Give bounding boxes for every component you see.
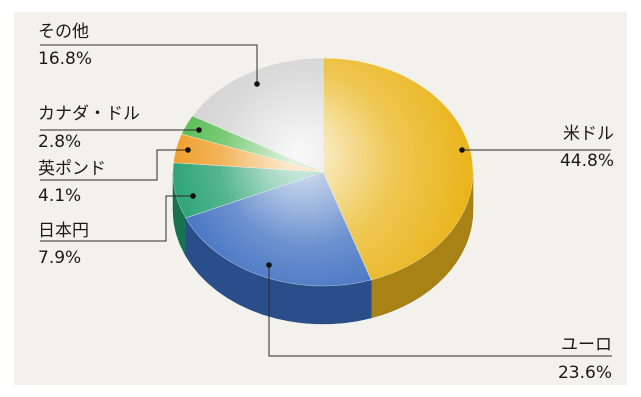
leader-dot-4 bbox=[196, 127, 202, 133]
slice-label-4: カナダ・ドル bbox=[38, 104, 140, 124]
slice-5 bbox=[192, 57, 324, 173]
slice-value-2: 7.9% bbox=[38, 248, 81, 268]
slice-value-0: 44.8% bbox=[560, 151, 614, 171]
leader-line-2 bbox=[40, 195, 193, 242]
slice-label-0: 米ドル bbox=[563, 124, 614, 144]
slice-label-5: その他 bbox=[38, 22, 89, 42]
slice-value-4: 2.8% bbox=[38, 132, 81, 152]
leader-dot-0 bbox=[459, 147, 465, 153]
leader-line-5 bbox=[40, 44, 258, 84]
slice-label-2: 日本円 bbox=[38, 221, 89, 241]
leader-dot-5 bbox=[254, 81, 260, 87]
leader-dot-3 bbox=[185, 147, 191, 153]
leader-line-1 bbox=[268, 265, 612, 357]
slice-0 bbox=[322, 57, 474, 281]
slice-value-5: 16.8% bbox=[38, 49, 92, 69]
slice-1 bbox=[185, 171, 372, 287]
leader-line-3 bbox=[40, 149, 188, 181]
slice-label-3: 英ポンド bbox=[38, 159, 106, 179]
slice-value-1: 23.6% bbox=[558, 363, 612, 383]
slice-label-1: ユーロ bbox=[561, 335, 612, 355]
leader-dot-1 bbox=[266, 262, 272, 268]
leader-dot-2 bbox=[190, 193, 196, 199]
slice-value-3: 4.1% bbox=[38, 186, 81, 206]
